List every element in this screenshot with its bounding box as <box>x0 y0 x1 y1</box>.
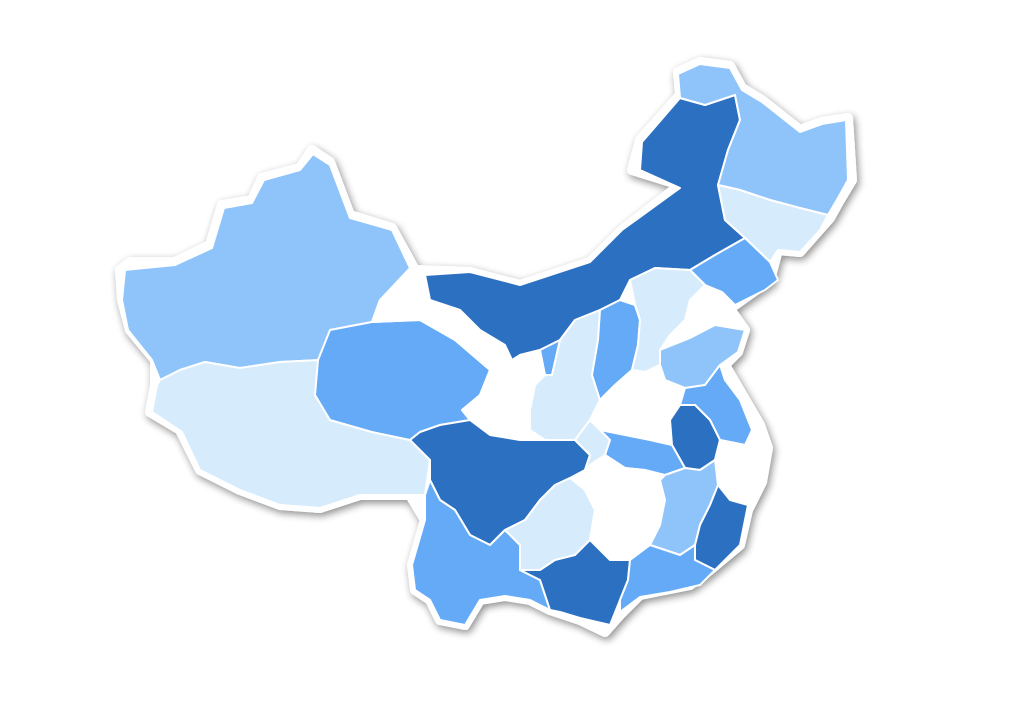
province-liaoning[interactable] <box>689 237 779 306</box>
province-tibet[interactable] <box>151 359 431 509</box>
province-jilin[interactable] <box>717 184 829 263</box>
province-heilongjiang[interactable] <box>677 63 849 216</box>
province-yunnan[interactable] <box>411 479 551 626</box>
province-guangdong[interactable] <box>619 544 716 613</box>
province-layer <box>121 63 849 626</box>
